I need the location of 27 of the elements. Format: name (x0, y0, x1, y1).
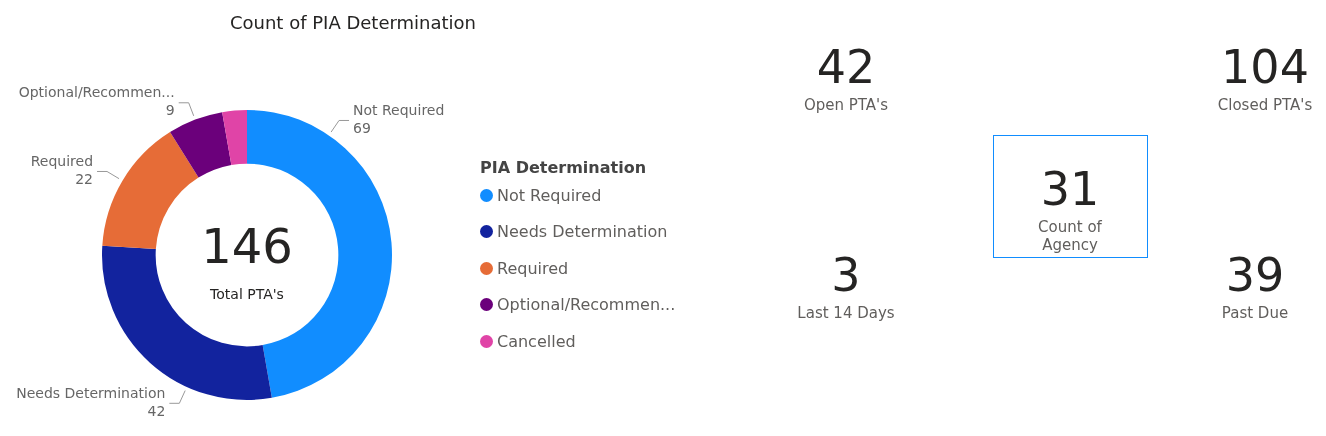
text: Closed PTA's (1216, 96, 1314, 114)
data-label: 22 (75, 171, 94, 188)
text: Total PTA's (209, 285, 284, 302)
legend-title: PIA Determination (480, 158, 647, 177)
text: 104 (1220, 40, 1310, 94)
slice-label: Needs Determination (16, 384, 166, 401)
text: 42 (815, 40, 877, 94)
text: Past Due (1220, 304, 1290, 322)
text: 3 (830, 248, 862, 302)
slice-label: Optional/Recommen... (18, 84, 175, 101)
slice-label: Required (30, 153, 94, 170)
text: Open PTA's (802, 96, 890, 114)
text: 39 (1224, 248, 1286, 302)
legend-label: Optional/Recommen... (497, 295, 676, 314)
data-label: 9 (165, 102, 175, 119)
slice-label: Not Required (353, 102, 445, 119)
text: 146 (201, 218, 293, 275)
text: Count of Agency (1037, 218, 1103, 254)
chart-title: Count of PIA Determination (228, 12, 478, 33)
legend-label: Not Required (497, 185, 602, 205)
legend-label: Required (497, 258, 569, 278)
data-label: 69 (353, 120, 371, 137)
legend-label: Needs Determination (497, 222, 668, 241)
data-label: 42 (147, 402, 166, 419)
text: 31 (1039, 162, 1101, 216)
text: Last 14 Days (796, 304, 896, 322)
legend-label: Cancelled (497, 331, 576, 351)
